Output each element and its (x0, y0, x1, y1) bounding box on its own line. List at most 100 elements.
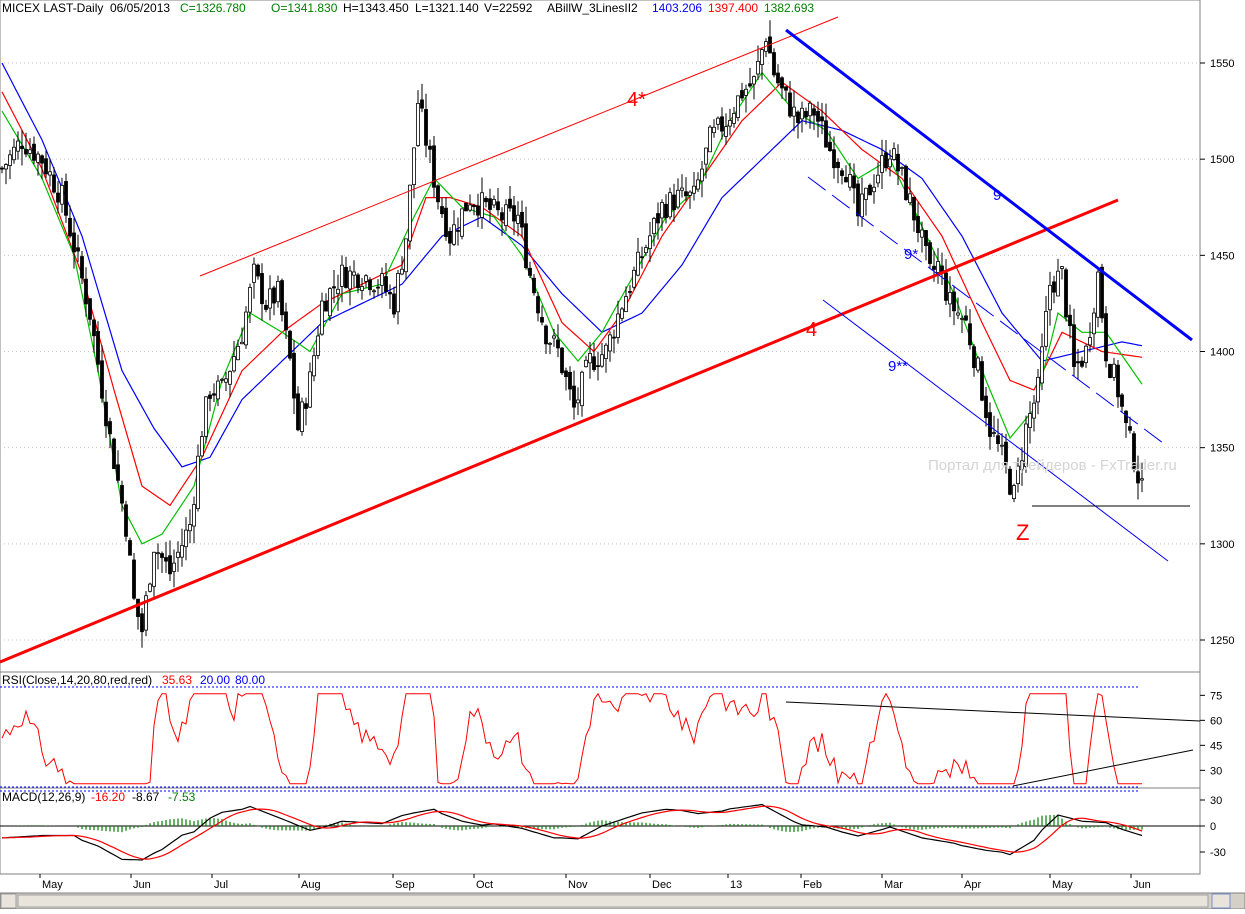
candle-body-up (252, 263, 256, 283)
candle (984, 386, 988, 427)
candle-body-down (520, 211, 524, 228)
candle (968, 309, 972, 350)
candle (1036, 369, 1040, 415)
scrollbar[interactable] (0, 892, 1245, 910)
candle (592, 342, 596, 372)
candle (276, 275, 280, 308)
candle-body-up (492, 199, 496, 206)
candle-body-up (724, 126, 728, 137)
candle (224, 371, 228, 392)
candle-body-up (156, 552, 160, 555)
candle-body-up (408, 184, 412, 242)
candle-body-down (256, 264, 260, 277)
candle (84, 267, 88, 317)
macd-y-axis: 30 0 -30 (1200, 795, 1226, 859)
candle (612, 329, 616, 354)
x-tick-label: Dec (652, 879, 672, 891)
candle (64, 173, 68, 223)
scroll-left-button[interactable] (0, 893, 17, 909)
candle (596, 351, 600, 381)
candle (688, 190, 692, 209)
candle (1104, 306, 1108, 368)
candle (216, 375, 220, 407)
scroll-right-button[interactable] (1211, 893, 1231, 909)
candle-body-up (692, 185, 696, 194)
candle-body-up (860, 193, 864, 218)
candle (408, 184, 412, 250)
rsi-low-level: 20.00 (200, 673, 230, 687)
candle-body-up (516, 214, 520, 224)
candle-body-down (456, 230, 460, 232)
candle (564, 367, 568, 391)
candle (980, 356, 984, 402)
candle (544, 324, 548, 355)
candle-body-up (848, 174, 852, 188)
candle-body-up (620, 308, 624, 319)
candle (860, 177, 864, 227)
scroll-thumb[interactable] (17, 894, 1209, 908)
candle (460, 208, 464, 240)
candle-body-up (880, 155, 884, 173)
candle-body-down (540, 317, 544, 323)
candle (464, 202, 468, 212)
candle-body-down (296, 393, 300, 431)
rsi-tick-label: 75 (1210, 690, 1222, 702)
rsi-line (1, 692, 1142, 785)
candle (60, 177, 64, 213)
rsi-high-level: 80.00 (235, 673, 265, 687)
candle-body-up (736, 95, 740, 118)
candle-body-down (128, 540, 132, 556)
candle (180, 528, 184, 567)
candle (1120, 393, 1124, 413)
candle (432, 135, 436, 198)
candle (1060, 265, 1064, 280)
candle (1128, 416, 1132, 434)
candle-body-up (1140, 478, 1144, 481)
candle-body-up (300, 401, 304, 432)
candle (580, 370, 584, 417)
candle-body-up (1044, 310, 1048, 347)
candle-body-down (472, 204, 476, 208)
candle (1020, 447, 1024, 486)
candle (116, 450, 120, 483)
candle-body-down (288, 330, 292, 359)
rsi-tick-label: 45 (1210, 740, 1222, 752)
candle-body-down (356, 274, 360, 289)
rsi-tick-label: 60 (1210, 715, 1222, 727)
candle-body-up (1088, 337, 1092, 346)
candle-body-up (452, 224, 456, 245)
candle-body-up (312, 355, 316, 377)
candle (636, 237, 640, 277)
candle (16, 131, 20, 160)
candle-body-up (712, 126, 716, 134)
candle (52, 167, 56, 194)
candle-body-down (740, 90, 744, 99)
candle (1028, 401, 1032, 444)
candle-body-up (588, 353, 592, 364)
candle-body-down (136, 598, 140, 617)
candle-body-up (276, 280, 280, 303)
candle-body-up (648, 235, 652, 250)
candle-body-down (0, 167, 4, 170)
candle-body-up (624, 296, 628, 313)
candle (504, 199, 508, 232)
candle (852, 163, 856, 204)
candle-body-down (928, 242, 932, 264)
candle-body-up (1040, 346, 1044, 384)
candle (788, 80, 792, 119)
candle-body-down (500, 212, 504, 221)
candle (236, 339, 240, 361)
candle (976, 356, 980, 373)
candle-body-up (960, 317, 964, 320)
trendline-4star (199, 16, 839, 277)
candle (96, 321, 100, 373)
candle-body-up (180, 545, 184, 558)
candle-body-up (1048, 284, 1052, 311)
candle-body-up (316, 335, 320, 356)
candle-body-down (984, 395, 988, 419)
candle (452, 210, 456, 246)
header-symbol: MICEX LAST-Daily (2, 1, 103, 15)
candle (1100, 263, 1104, 323)
candle (520, 200, 524, 238)
candle-body-up (792, 106, 796, 117)
